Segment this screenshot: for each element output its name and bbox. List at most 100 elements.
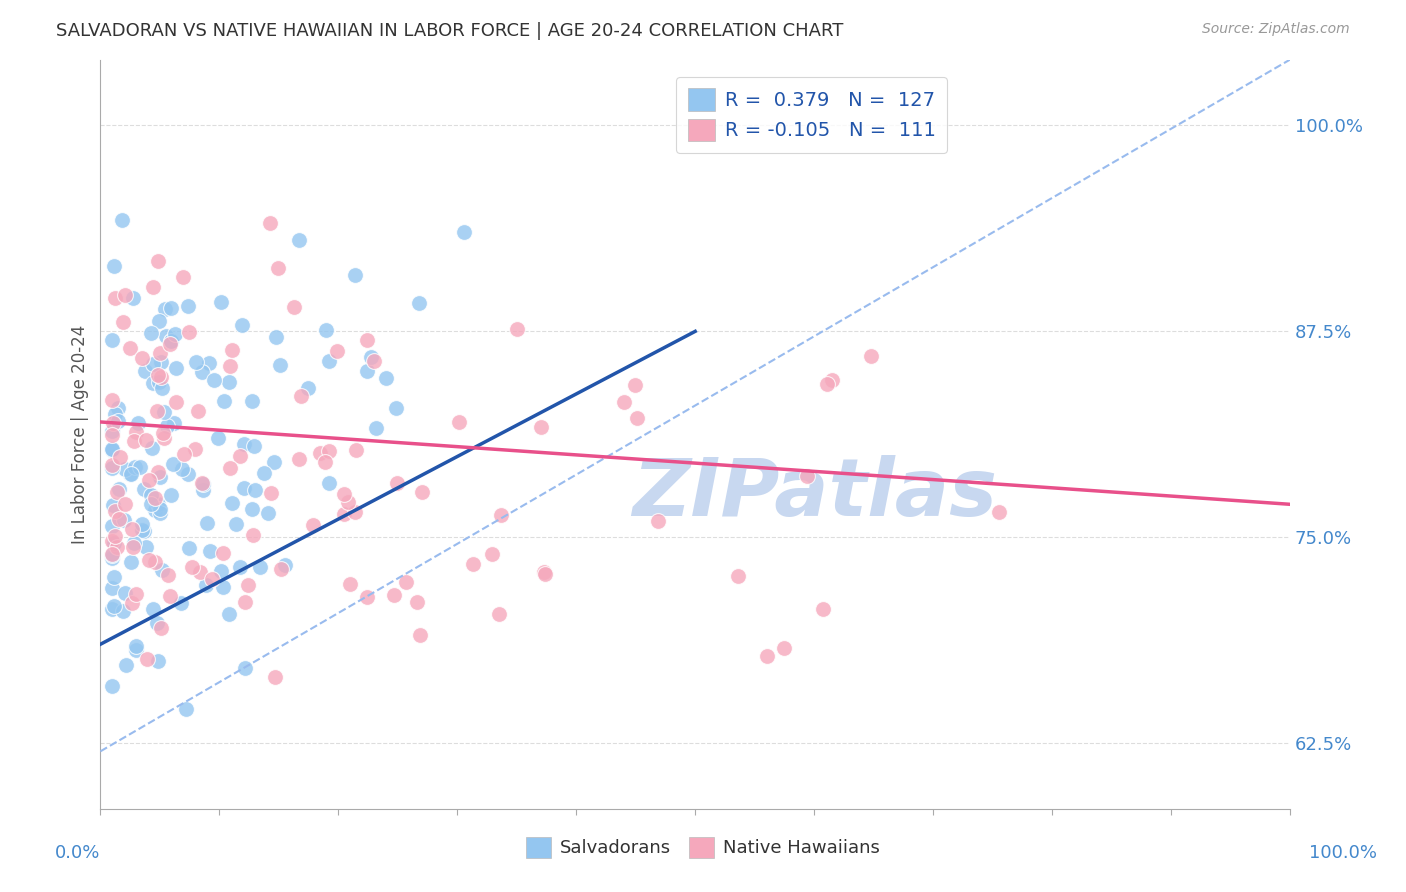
Point [811, 601, 834, 615]
Point [108, 483, 131, 497]
Point [148, 502, 170, 516]
Point [385, 401, 408, 416]
Point [142, 280, 165, 294]
Point [270, 562, 292, 576]
Point [449, 415, 471, 429]
Point [141, 441, 163, 455]
Point [290, 389, 312, 403]
Point [385, 475, 408, 490]
Point [176, 299, 198, 313]
Point [150, 354, 173, 368]
Point [337, 495, 360, 509]
Point [318, 353, 340, 368]
Point [124, 425, 146, 440]
Point [218, 375, 240, 389]
Point [125, 587, 148, 601]
Point [101, 458, 124, 472]
Point [233, 481, 256, 495]
Point [162, 457, 184, 471]
Point [201, 572, 224, 586]
Point [142, 357, 165, 371]
Point [148, 313, 170, 327]
Point [111, 213, 134, 227]
Point [409, 628, 432, 642]
Point [121, 291, 143, 305]
Point [187, 404, 209, 418]
Point [149, 346, 172, 360]
Point [145, 555, 167, 569]
Point [240, 393, 263, 408]
Point [194, 577, 217, 591]
Point [165, 394, 187, 409]
Point [148, 253, 170, 268]
Point [101, 442, 124, 457]
Point [108, 450, 131, 464]
Point [218, 359, 240, 373]
Point [180, 560, 202, 574]
Point [209, 295, 232, 310]
Point [132, 524, 155, 538]
Point [530, 419, 553, 434]
Point [326, 344, 349, 359]
Point [374, 371, 396, 385]
Text: ZIPatlas: ZIPatlas [631, 455, 997, 533]
Point [121, 522, 143, 536]
Point [363, 354, 385, 368]
Point [134, 482, 156, 496]
Point [114, 462, 136, 476]
Point [366, 421, 388, 435]
Point [105, 540, 128, 554]
Point [287, 233, 309, 247]
Point [101, 442, 124, 457]
Point [148, 470, 170, 484]
Point [221, 496, 243, 510]
Point [101, 424, 124, 438]
Point [356, 364, 378, 378]
Point [395, 574, 418, 589]
Point [408, 295, 430, 310]
Point [218, 607, 240, 622]
Point [159, 301, 181, 315]
Point [229, 449, 252, 463]
Point [101, 581, 124, 595]
Point [184, 442, 207, 456]
Point [283, 300, 305, 314]
Point [202, 373, 225, 387]
Point [225, 516, 247, 531]
Point [318, 444, 340, 458]
Point [411, 484, 433, 499]
Point [481, 547, 503, 561]
Point [138, 473, 160, 487]
Point [263, 670, 285, 684]
Point [233, 595, 256, 609]
Point [146, 404, 169, 418]
Point [191, 365, 214, 379]
Point [103, 498, 125, 512]
Point [333, 508, 356, 522]
Point [269, 358, 291, 372]
Point [159, 334, 181, 348]
Point [156, 567, 179, 582]
Point [382, 588, 405, 602]
Point [114, 497, 136, 511]
Point [534, 566, 557, 581]
Point [152, 425, 174, 440]
Point [111, 315, 134, 329]
Point [139, 326, 162, 340]
Point [121, 596, 143, 610]
Point [288, 452, 311, 467]
Point [105, 484, 128, 499]
Point [727, 569, 749, 583]
Point [160, 488, 183, 502]
Text: Source: ZipAtlas.com: Source: ZipAtlas.com [1202, 22, 1350, 37]
Point [141, 488, 163, 502]
Point [149, 370, 172, 384]
Point [124, 536, 146, 550]
Point [314, 455, 336, 469]
Point [101, 547, 124, 561]
Point [131, 351, 153, 365]
Point [120, 467, 142, 481]
Point [112, 604, 135, 618]
Point [101, 550, 124, 565]
Point [129, 459, 152, 474]
